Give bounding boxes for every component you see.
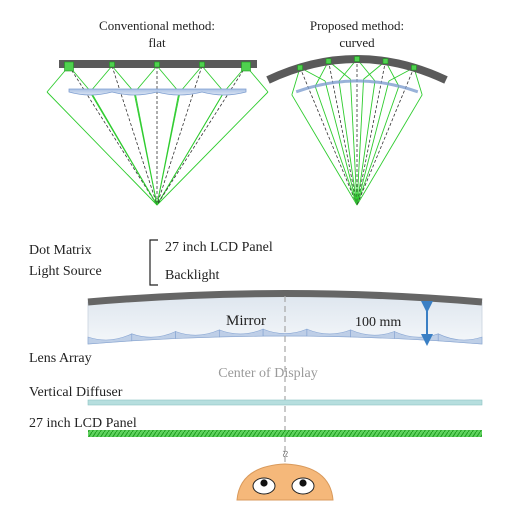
dot-matrix-label-line2: Light Source [29, 264, 102, 279]
backlight-label: Backlight [165, 268, 220, 283]
flat-ray-upper [89, 65, 113, 93]
curved-ray-lower [356, 80, 376, 206]
vertical-diffuser-bar [87, 399, 483, 406]
flat-ray-lower [156, 91, 225, 206]
proposed-title-line1: Proposed method: [310, 18, 404, 33]
curved-light-source [325, 58, 332, 64]
side-lens-array [87, 328, 483, 345]
lcd-panel-label-bottom: 27 inch LCD Panel [29, 416, 137, 431]
flat-ray-upper [111, 65, 135, 93]
curved-light-source [382, 58, 389, 64]
curved-ray-lower [291, 94, 358, 206]
curved-lens-strip [295, 79, 419, 94]
dot-matrix-label-line1: Dot Matrix [29, 243, 92, 258]
curved-ray-chief [328, 61, 358, 206]
flat-ray-lower [156, 91, 269, 206]
curved-ray-lower [356, 86, 400, 206]
curved-ray-lower [356, 80, 390, 206]
curved-ray-lower [338, 80, 358, 206]
side-lens [437, 333, 483, 345]
curved-light-source [411, 64, 417, 71]
right-pupil [299, 479, 307, 487]
conventional-method-panel: Conventional method: flat [46, 18, 269, 206]
break-mark: ≈ [278, 450, 293, 457]
flat-light-source [154, 61, 160, 68]
lens-array-label: Lens Array [29, 351, 92, 366]
curved-ray-chief [356, 61, 386, 206]
lcd-panel-bar [88, 430, 482, 437]
flat-light-source [109, 61, 115, 68]
legend: Dot Matrix Light Source 27 inch LCD Pane… [29, 239, 273, 286]
flat-ray-chief [156, 65, 203, 206]
flat-lens-row [68, 88, 247, 96]
flat-ray-chief [111, 65, 158, 206]
mirror-surface [87, 290, 483, 306]
flat-ray-upper [201, 65, 225, 93]
left-pupil [260, 479, 268, 487]
curved-rays [291, 58, 423, 206]
curved-ray-lower [356, 79, 364, 206]
curved-ray-lower [324, 80, 358, 206]
flat-light-source [64, 61, 74, 72]
curved-light-source [297, 64, 303, 71]
conventional-title-line2: flat [148, 35, 166, 50]
curved-ray-lower [314, 86, 358, 206]
proposed-title-line2: curved [339, 35, 375, 50]
curved-light-sources [297, 56, 417, 71]
curved-ray-lower [356, 94, 423, 206]
center-of-display-label: Center of Display [218, 366, 318, 381]
flat-ray-upper [156, 65, 180, 93]
flat-ray-lower [46, 91, 158, 206]
flat-ray-upper [134, 65, 158, 93]
conventional-title-line1: Conventional method: [99, 18, 215, 33]
flat-ray-upper [179, 65, 203, 93]
flat-lens-strip [68, 88, 247, 96]
flat-ray-lower [134, 91, 158, 206]
legend-bracket [149, 239, 158, 286]
lcd-panel-label-top: 27 inch LCD Panel [165, 240, 273, 255]
flat-rays [46, 65, 269, 206]
vertical-diffuser-label: Vertical Diffuser [29, 385, 123, 400]
flat-ray-lower [89, 91, 158, 206]
flat-light-source [199, 61, 205, 68]
flat-light-sources [64, 61, 251, 72]
mirror-label: Mirror [226, 313, 266, 329]
flat-ray-lower [156, 91, 181, 206]
dimension-label: 100 mm [355, 315, 401, 330]
curved-lens-row [295, 79, 419, 94]
curved-light-source [354, 56, 360, 62]
viewer-face [236, 463, 334, 501]
flat-light-source [241, 61, 251, 72]
face-outline [236, 463, 334, 501]
side-view: Mirror 100 mm Lens Array Center of Displ… [29, 290, 483, 501]
curved-ray-lower [350, 79, 358, 206]
proposed-method-panel: Proposed method: curved [266, 18, 448, 206]
